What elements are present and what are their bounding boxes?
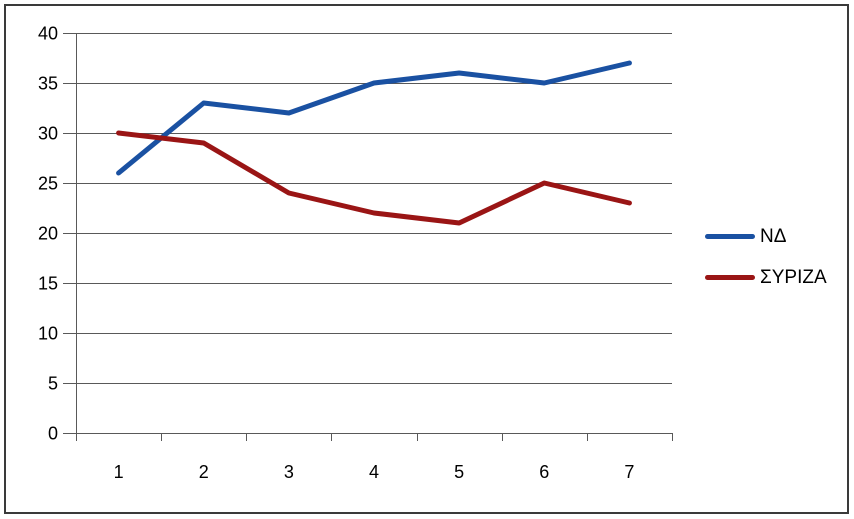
nd-line-swatch-icon [705, 233, 755, 239]
y-axis-label: 25 [38, 174, 58, 194]
legend-label-syriza: ΣΥΡΙΖΑ [760, 266, 827, 288]
series-line-1 [116, 130, 632, 226]
x-axis-label: 4 [369, 462, 379, 482]
y-axis-label: 40 [38, 24, 58, 44]
y-axis-label: 15 [38, 274, 58, 294]
series-line-0 [116, 60, 632, 176]
chart-border [4, 4, 849, 514]
x-axis-label: 6 [539, 462, 549, 482]
y-axis-label: 35 [38, 74, 58, 94]
x-axis-label: 2 [199, 462, 209, 482]
legend-item-nd: ΝΔ [705, 224, 827, 248]
x-axis-label: 5 [454, 462, 464, 482]
y-axis-label: 10 [38, 324, 58, 344]
syriza-line-swatch-icon [705, 274, 755, 280]
y-axis-label: 5 [48, 374, 58, 394]
y-axis-label: 20 [38, 224, 58, 244]
y-axis-label: 0 [48, 424, 58, 444]
legend-label-nd: ΝΔ [760, 225, 787, 247]
x-axis-label: 7 [624, 462, 634, 482]
chart-legend: ΝΔ ΣΥΡΙΖΑ [705, 224, 827, 289]
legend-item-syriza: ΣΥΡΙΖΑ [705, 265, 827, 289]
x-axis-label: 1 [114, 462, 124, 482]
y-axis-label: 30 [38, 124, 58, 144]
x-axis-label: 3 [284, 462, 294, 482]
